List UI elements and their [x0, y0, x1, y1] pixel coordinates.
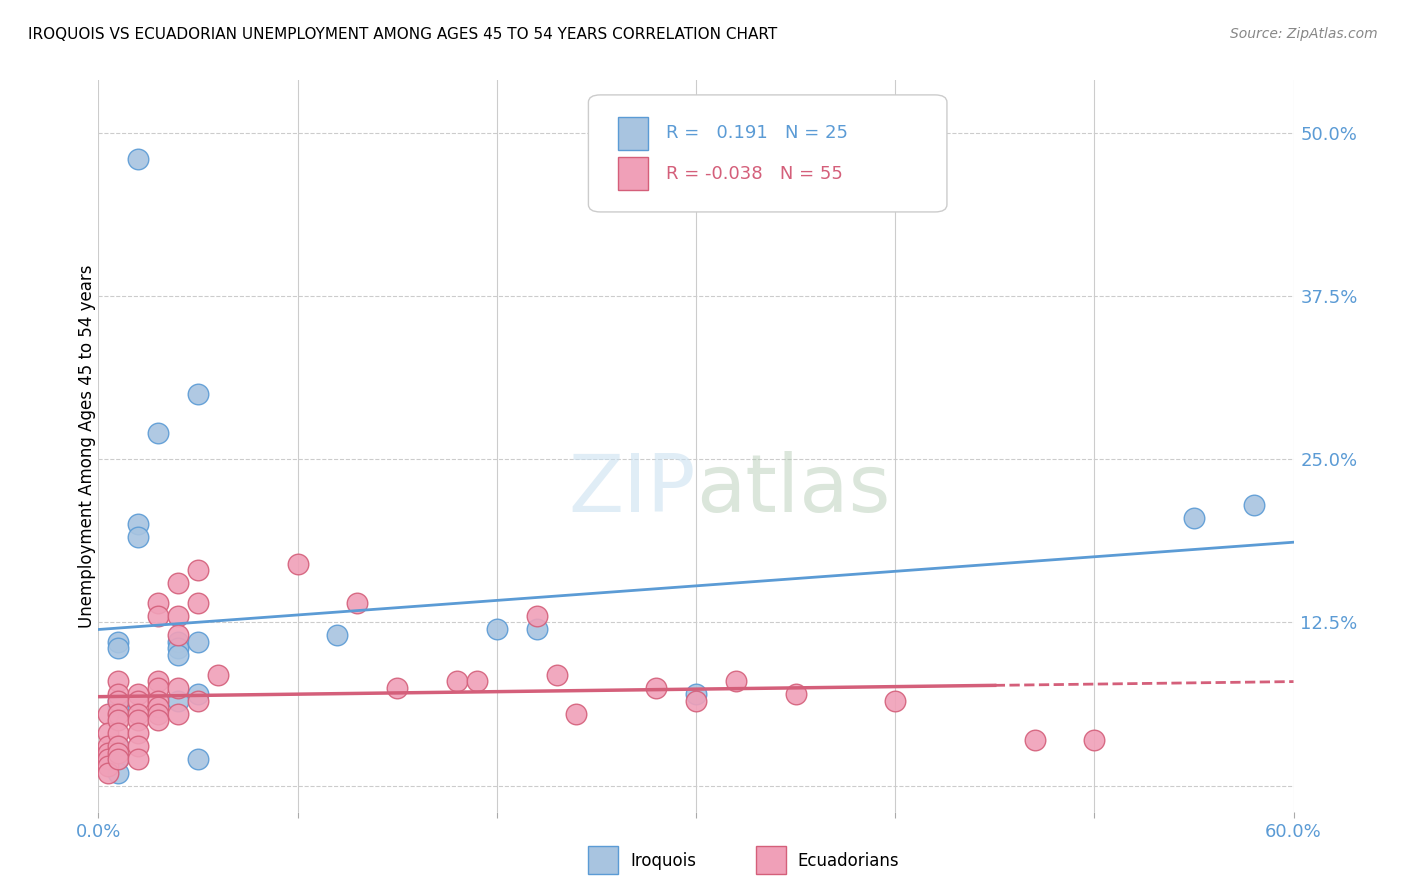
- Point: [127, 687, 149, 701]
- Point: [785, 687, 807, 701]
- FancyBboxPatch shape: [756, 846, 786, 874]
- Point: [127, 530, 149, 544]
- Point: [148, 608, 170, 623]
- Point: [97, 759, 120, 773]
- Point: [148, 674, 170, 689]
- Text: ZIP: ZIP: [568, 450, 696, 529]
- Point: [107, 694, 129, 708]
- Point: [127, 706, 149, 721]
- Point: [127, 739, 149, 754]
- Point: [148, 706, 170, 721]
- Point: [446, 674, 468, 689]
- Point: [97, 739, 120, 754]
- Point: [107, 700, 129, 714]
- Point: [1182, 511, 1205, 525]
- Point: [107, 739, 129, 754]
- Point: [127, 152, 149, 166]
- Point: [546, 667, 568, 681]
- Point: [148, 714, 170, 728]
- FancyBboxPatch shape: [588, 846, 619, 874]
- Text: Iroquois: Iroquois: [630, 852, 696, 870]
- Point: [187, 635, 209, 649]
- Point: [107, 752, 129, 766]
- Point: [565, 706, 588, 721]
- FancyBboxPatch shape: [619, 157, 648, 190]
- Point: [97, 752, 120, 766]
- Point: [167, 641, 190, 656]
- Text: R =   0.191   N = 25: R = 0.191 N = 25: [666, 124, 848, 143]
- Point: [167, 576, 190, 591]
- Point: [1243, 498, 1265, 512]
- Point: [485, 622, 508, 636]
- Point: [107, 714, 129, 728]
- Point: [187, 386, 209, 401]
- Point: [724, 674, 747, 689]
- Point: [107, 726, 129, 740]
- Point: [97, 706, 120, 721]
- Point: [107, 706, 129, 721]
- Point: [107, 739, 129, 754]
- Point: [148, 425, 170, 440]
- Point: [207, 667, 229, 681]
- Y-axis label: Unemployment Among Ages 45 to 54 years: Unemployment Among Ages 45 to 54 years: [79, 264, 96, 628]
- Text: R = -0.038   N = 55: R = -0.038 N = 55: [666, 164, 844, 183]
- Point: [685, 687, 707, 701]
- Point: [127, 752, 149, 766]
- Point: [167, 608, 190, 623]
- Point: [107, 746, 129, 760]
- Point: [167, 628, 190, 642]
- Point: [107, 765, 129, 780]
- Point: [526, 608, 548, 623]
- Point: [148, 681, 170, 695]
- Point: [97, 726, 120, 740]
- Text: Source: ZipAtlas.com: Source: ZipAtlas.com: [1230, 27, 1378, 41]
- Point: [97, 746, 120, 760]
- Point: [1083, 732, 1105, 747]
- FancyBboxPatch shape: [588, 95, 946, 212]
- Point: [526, 622, 548, 636]
- Point: [187, 752, 209, 766]
- Point: [187, 694, 209, 708]
- Point: [167, 635, 190, 649]
- Text: IROQUOIS VS ECUADORIAN UNEMPLOYMENT AMONG AGES 45 TO 54 YEARS CORRELATION CHART: IROQUOIS VS ECUADORIAN UNEMPLOYMENT AMON…: [28, 27, 778, 42]
- Point: [97, 765, 120, 780]
- Point: [187, 596, 209, 610]
- Point: [645, 681, 668, 695]
- Point: [107, 674, 129, 689]
- Point: [385, 681, 409, 695]
- Point: [127, 517, 149, 532]
- Point: [107, 635, 129, 649]
- Point: [148, 694, 170, 708]
- Point: [107, 752, 129, 766]
- Point: [107, 694, 129, 708]
- Point: [107, 687, 129, 701]
- Point: [167, 694, 190, 708]
- Text: Ecuadorians: Ecuadorians: [797, 852, 900, 870]
- Point: [326, 628, 349, 642]
- Point: [107, 641, 129, 656]
- Point: [187, 687, 209, 701]
- Point: [465, 674, 488, 689]
- FancyBboxPatch shape: [619, 117, 648, 150]
- Point: [167, 681, 190, 695]
- Point: [685, 694, 707, 708]
- Point: [167, 706, 190, 721]
- Point: [148, 596, 170, 610]
- Point: [1024, 732, 1046, 747]
- Text: atlas: atlas: [696, 450, 890, 529]
- Point: [127, 726, 149, 740]
- Point: [884, 694, 907, 708]
- Point: [127, 714, 149, 728]
- Point: [287, 557, 309, 571]
- Point: [187, 563, 209, 577]
- Point: [167, 648, 190, 662]
- Point: [346, 596, 368, 610]
- Point: [127, 694, 149, 708]
- Point: [148, 700, 170, 714]
